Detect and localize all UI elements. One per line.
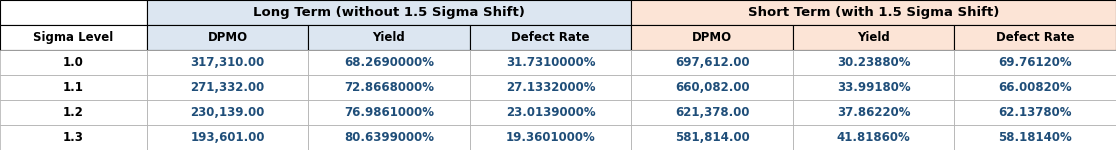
Bar [792,100,954,125]
Text: 41.81860%: 41.81860% [837,131,911,144]
Text: 80.6399000%: 80.6399000% [344,131,434,144]
Bar [0,100,146,125]
Text: 19.3601000%: 19.3601000% [506,131,596,144]
Text: 33.99180%: 33.99180% [837,81,911,94]
Bar [146,50,308,75]
Text: 66.00820%: 66.00820% [999,81,1072,94]
Bar [146,100,308,125]
Bar [308,125,470,150]
Text: 271,332.00: 271,332.00 [191,81,264,94]
Bar [146,0,632,25]
Text: Defect Rate: Defect Rate [995,31,1075,44]
Bar [146,125,308,150]
Text: 58.18140%: 58.18140% [999,131,1072,144]
Text: DPMO: DPMO [208,31,248,44]
Text: 31.7310000%: 31.7310000% [506,56,595,69]
Bar [470,25,632,50]
Text: 76.9861000%: 76.9861000% [344,106,434,119]
Text: 317,310.00: 317,310.00 [191,56,264,69]
Bar [0,0,146,25]
Bar [792,75,954,100]
Text: Sigma Level: Sigma Level [33,31,114,44]
Bar [470,100,632,125]
Text: 230,139.00: 230,139.00 [190,106,264,119]
Text: 27.1332000%: 27.1332000% [506,81,595,94]
Bar [632,50,792,75]
Text: Yield: Yield [857,31,891,44]
Text: 1.0: 1.0 [62,56,84,69]
Bar [792,125,954,150]
Text: 37.86220%: 37.86220% [837,106,911,119]
Text: DPMO: DPMO [692,31,732,44]
Text: 697,612.00: 697,612.00 [675,56,750,69]
Bar [470,125,632,150]
Bar [632,25,792,50]
Bar [0,25,146,50]
Text: 1.1: 1.1 [62,81,84,94]
Bar [308,25,470,50]
Text: 72.8668000%: 72.8668000% [344,81,434,94]
Bar [308,75,470,100]
Bar [308,50,470,75]
Text: Short Term (with 1.5 Sigma Shift): Short Term (with 1.5 Sigma Shift) [748,6,999,19]
Text: Defect Rate: Defect Rate [511,31,590,44]
Bar [792,25,954,50]
Text: Yield: Yield [373,31,405,44]
Text: 660,082.00: 660,082.00 [675,81,750,94]
Bar [470,50,632,75]
Bar [792,50,954,75]
Text: 1.2: 1.2 [62,106,84,119]
Text: 621,378.00: 621,378.00 [675,106,749,119]
Bar [470,75,632,100]
Bar [632,75,792,100]
Text: 23.0139000%: 23.0139000% [506,106,595,119]
Text: 30.23880%: 30.23880% [837,56,911,69]
Bar [0,75,146,100]
Bar [954,100,1116,125]
Bar [146,75,308,100]
Bar [632,125,792,150]
Bar [632,100,792,125]
Bar [308,100,470,125]
Bar [954,50,1116,75]
Bar [0,50,146,75]
Bar [632,0,1116,25]
Text: 69.76120%: 69.76120% [999,56,1072,69]
Bar [954,25,1116,50]
Bar [954,75,1116,100]
Text: 581,814.00: 581,814.00 [675,131,750,144]
Text: 1.3: 1.3 [62,131,84,144]
Text: 193,601.00: 193,601.00 [190,131,264,144]
Bar [954,125,1116,150]
Text: 68.2690000%: 68.2690000% [344,56,434,69]
Bar [0,125,146,150]
Text: 62.13780%: 62.13780% [999,106,1072,119]
Bar [146,25,308,50]
Text: Long Term (without 1.5 Sigma Shift): Long Term (without 1.5 Sigma Shift) [253,6,525,19]
